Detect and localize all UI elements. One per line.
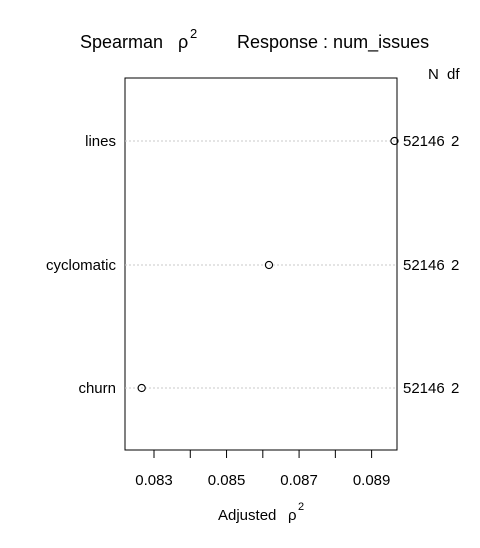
column-header-n: N	[428, 66, 439, 83]
row-label-churn: churn	[78, 380, 116, 397]
x-axis-rho-symbol: ρ	[288, 507, 297, 524]
title-left: Spearman	[80, 32, 163, 52]
row-df-churn: 2	[451, 380, 459, 397]
point-churn	[137, 383, 146, 393]
row-df-cyclomatic: 2	[451, 257, 459, 274]
x-axis-label: Adjusted	[218, 507, 276, 524]
x-axis-rho-superscript: 2	[298, 501, 304, 513]
x-tick-label-2: 0.085	[208, 472, 246, 489]
point-cyclomatic	[264, 260, 274, 270]
row-n-lines: 52146	[403, 133, 445, 150]
row-df-lines: 2	[451, 133, 459, 150]
x-axis: 0.083 0.085 0.087 0.089	[135, 449, 391, 489]
row-n-churn: 52146	[403, 380, 445, 397]
row-n-cyclomatic: 52146	[403, 257, 445, 274]
title-rho-superscript: 2	[190, 26, 197, 41]
chart-rows: lines 52146 2 cyclomatic 52146 2 churn 52146 2	[46, 133, 459, 397]
column-header-df: df	[447, 66, 460, 83]
point-lines	[390, 136, 399, 146]
title-rho-symbol: ρ	[178, 32, 188, 52]
x-tick-label-6: 0.089	[353, 472, 391, 489]
x-tick-label-0: 0.083	[135, 472, 173, 489]
row-label-lines: lines	[85, 133, 116, 150]
row-label-cyclomatic: cyclomatic	[46, 257, 117, 274]
title-response: Response : num_issues	[237, 32, 429, 53]
x-tick-label-4: 0.087	[280, 472, 318, 489]
plot-frame	[124, 77, 398, 451]
